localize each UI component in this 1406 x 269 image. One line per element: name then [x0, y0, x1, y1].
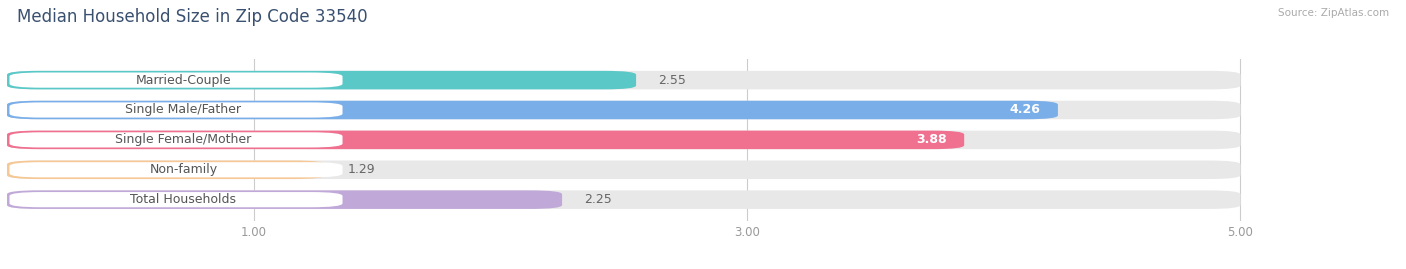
Text: 2.25: 2.25 [585, 193, 612, 206]
FancyBboxPatch shape [10, 192, 343, 207]
Text: Single Male/Father: Single Male/Father [125, 104, 242, 116]
FancyBboxPatch shape [7, 131, 1240, 149]
Text: Median Household Size in Zip Code 33540: Median Household Size in Zip Code 33540 [17, 8, 367, 26]
FancyBboxPatch shape [7, 101, 1240, 119]
Text: 1.29: 1.29 [347, 163, 375, 176]
FancyBboxPatch shape [7, 131, 965, 149]
FancyBboxPatch shape [7, 190, 1240, 209]
Text: Source: ZipAtlas.com: Source: ZipAtlas.com [1278, 8, 1389, 18]
FancyBboxPatch shape [7, 71, 1240, 89]
FancyBboxPatch shape [10, 73, 343, 88]
Text: 3.88: 3.88 [917, 133, 946, 146]
Text: 2.55: 2.55 [658, 74, 686, 87]
FancyBboxPatch shape [10, 132, 343, 147]
FancyBboxPatch shape [7, 190, 562, 209]
Text: 4.26: 4.26 [1010, 104, 1040, 116]
FancyBboxPatch shape [7, 161, 1240, 179]
FancyBboxPatch shape [7, 101, 1057, 119]
Text: Single Female/Mother: Single Female/Mother [115, 133, 252, 146]
Text: Married-Couple: Married-Couple [135, 74, 231, 87]
FancyBboxPatch shape [7, 161, 325, 179]
FancyBboxPatch shape [10, 162, 343, 177]
Text: Total Households: Total Households [131, 193, 236, 206]
FancyBboxPatch shape [7, 71, 636, 89]
Text: Non-family: Non-family [149, 163, 218, 176]
FancyBboxPatch shape [10, 102, 343, 118]
